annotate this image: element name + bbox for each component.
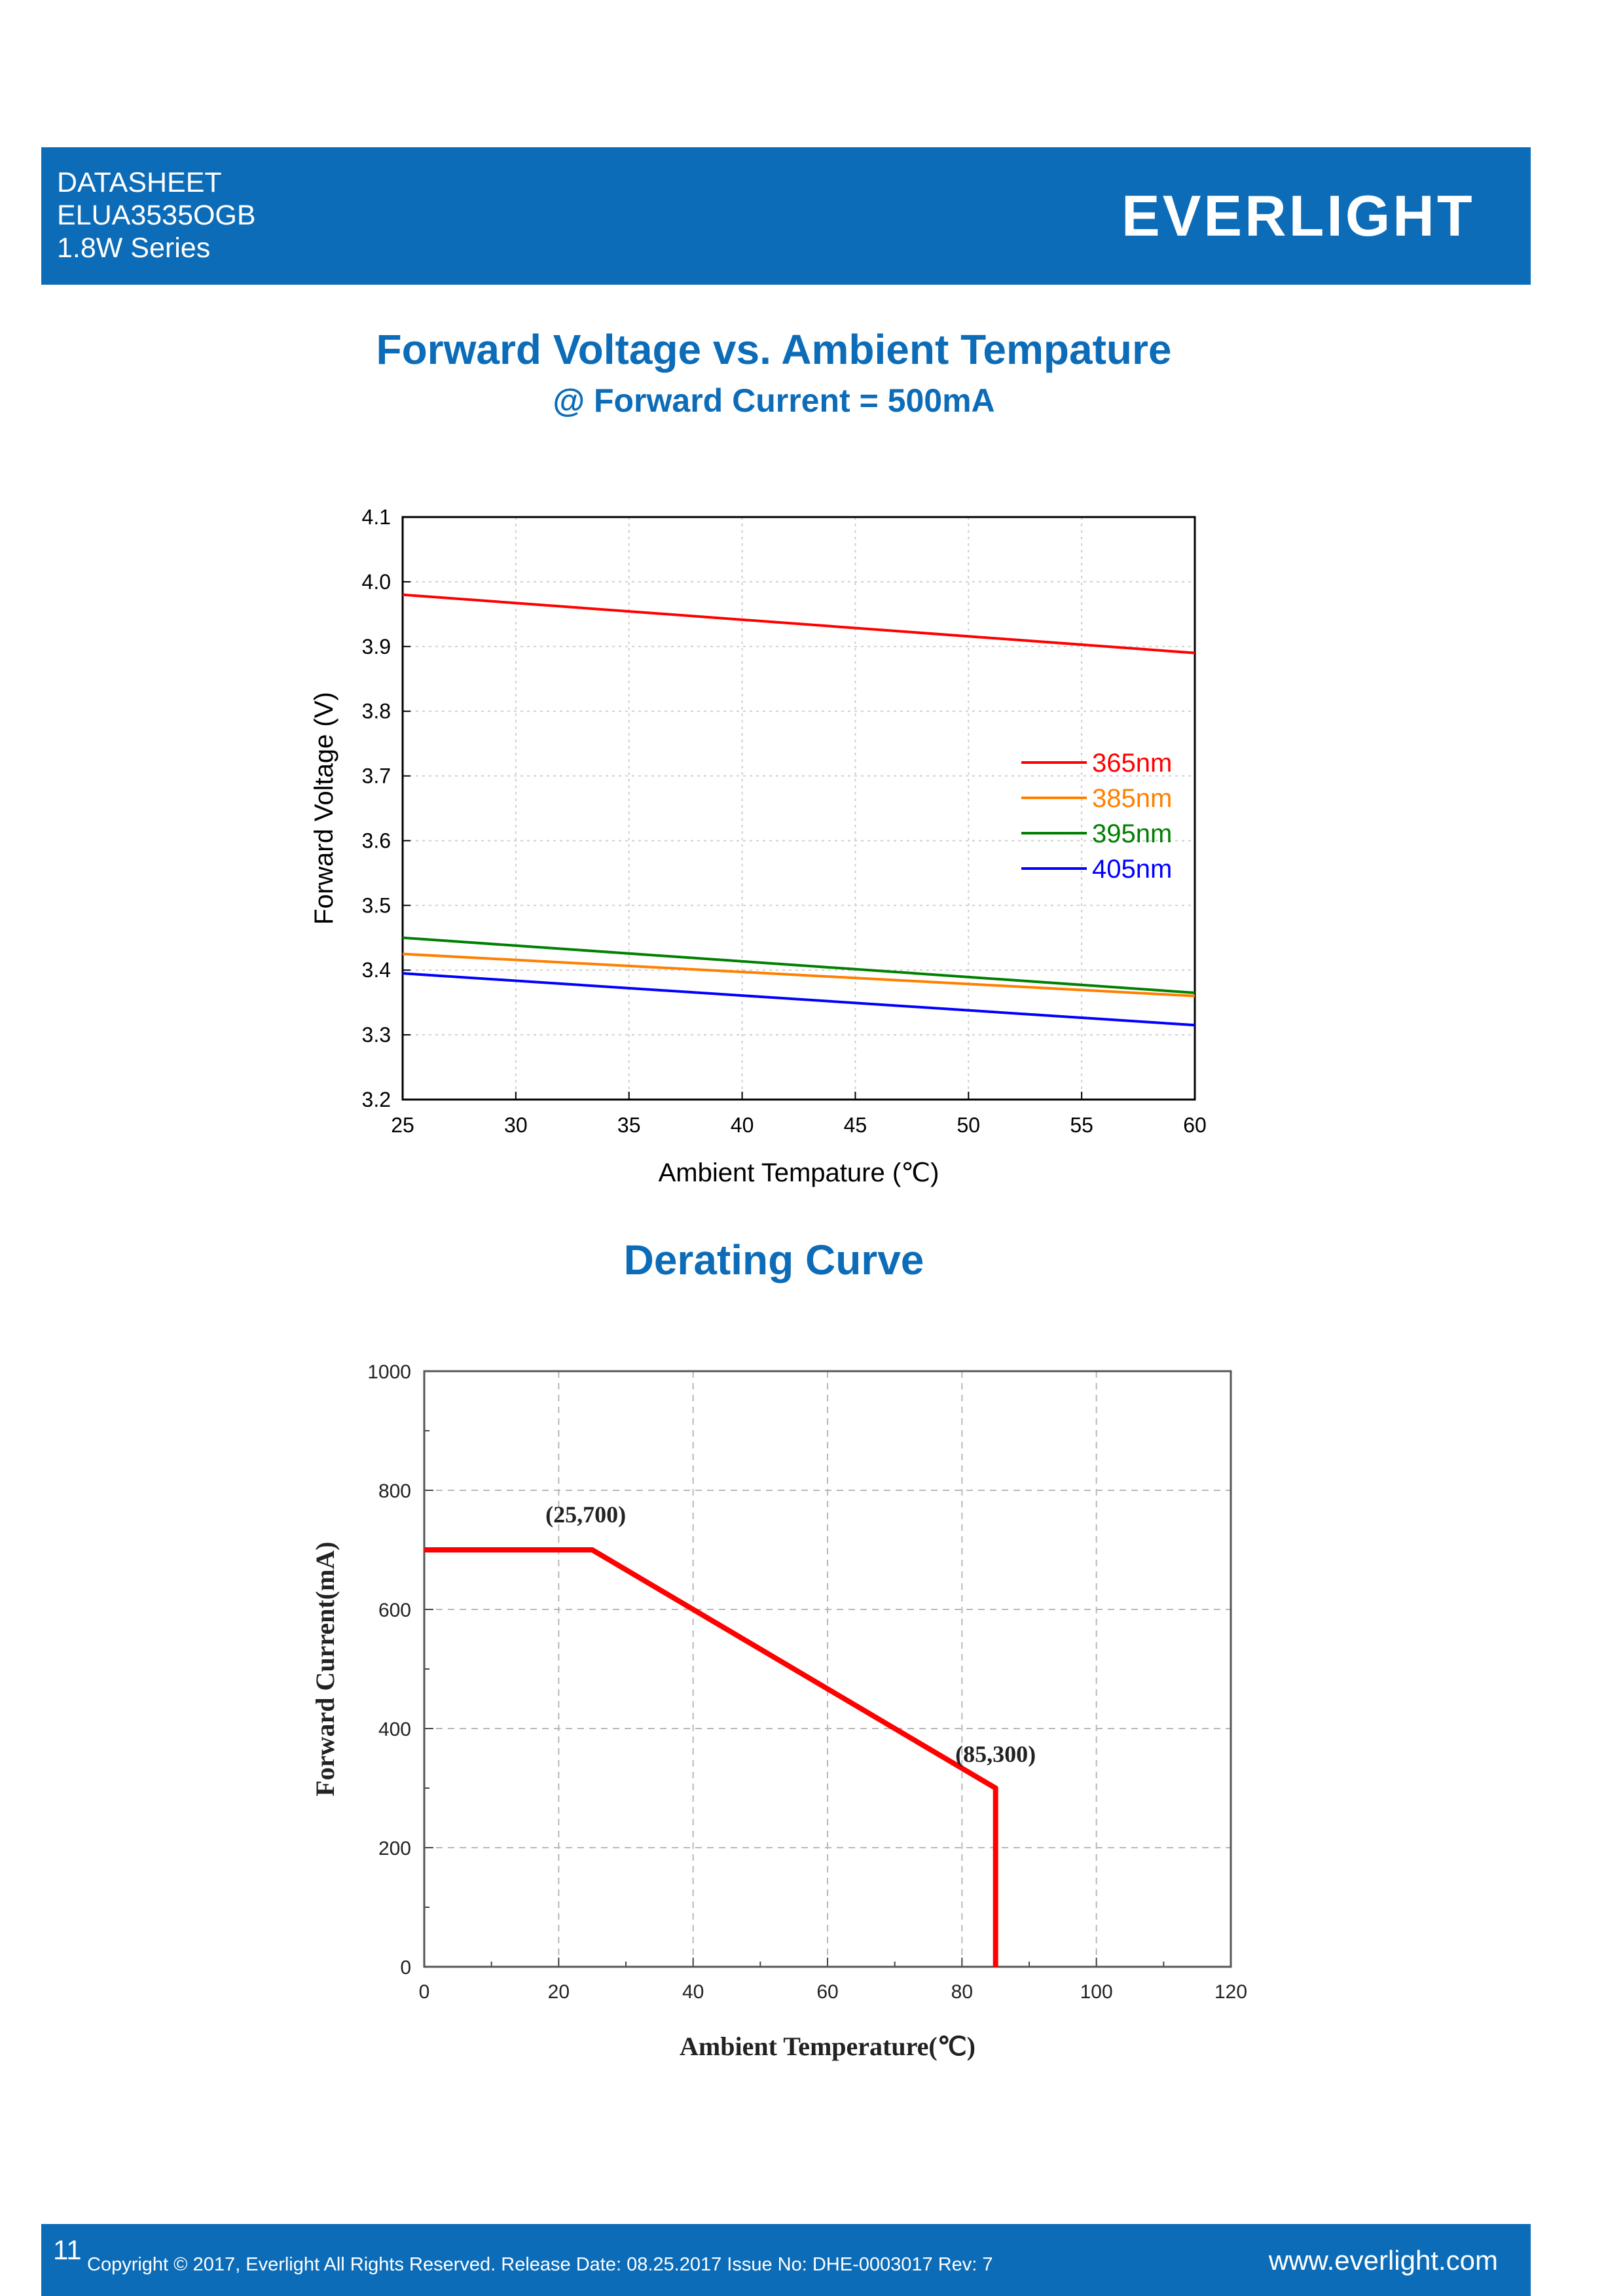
chart2-title: Derating Curve xyxy=(623,1236,924,1283)
y-tick-label: 4.1 xyxy=(362,505,391,529)
doc-type: DATASHEET xyxy=(57,167,222,198)
x-tick-label: 40 xyxy=(731,1113,754,1137)
chart1-title: Forward Voltage vs. Ambient Tempature xyxy=(376,326,1172,373)
plot-frame xyxy=(423,1370,1232,1968)
x-tick-label: 60 xyxy=(1183,1113,1207,1137)
x-axis-label: Ambient Tempature (℃) xyxy=(659,1158,939,1187)
x-tick-label: 20 xyxy=(548,1981,570,2003)
legend-label-405nm: 405nm xyxy=(1092,855,1172,884)
series-line-385nm xyxy=(402,952,1195,997)
y-tick-label: 400 xyxy=(378,1719,411,1740)
y-tick-label: 600 xyxy=(378,1600,411,1621)
x-tick-label: 50 xyxy=(957,1113,980,1137)
y-tick-label: 0 xyxy=(400,1957,411,1979)
copyright-text: Copyright © 2017, Everlight All Rights R… xyxy=(87,2254,993,2275)
legend-label-365nm: 365nm xyxy=(1092,749,1172,778)
forward-voltage-chart: 25 30 35 40 45 50 55 60 3.2 3.3 3.4 3.5 3.6 3.7 3.8 3.9… xyxy=(310,505,1207,1187)
y-tick-label: 1000 xyxy=(367,1361,411,1383)
part-number: ELUA3535OGB xyxy=(57,200,256,231)
series-line-365nm xyxy=(402,593,1195,655)
x-tick-label: 80 xyxy=(951,1981,973,2003)
y-axis-label: Forward Current(mA) xyxy=(310,1541,340,1796)
chart1-subtitle: @ Forward Current = 500mA xyxy=(553,382,995,419)
y-tick-label: 3.3 xyxy=(362,1023,391,1047)
header-bar: DATASHEET ELUA3535OGB 1.8W Series EVERLI… xyxy=(41,147,1531,285)
annotation-label: (25,700) xyxy=(545,1501,626,1528)
x-tick-label: 30 xyxy=(504,1113,528,1137)
x-tick-label: 25 xyxy=(391,1113,414,1137)
x-tick-label: 120 xyxy=(1214,1981,1247,2003)
derating-curve-chart: 0 20 40 60 80 100 120 0 200 400 600 800 1000 (25,700)… xyxy=(310,1361,1247,2061)
brand-wordmark: EVERLIGHT xyxy=(1122,183,1475,248)
y-tick-label: 3.5 xyxy=(362,893,391,917)
y-tick-label: 800 xyxy=(378,1480,411,1502)
x-tick-label: 40 xyxy=(682,1981,704,2003)
plot-frame xyxy=(401,516,1196,1101)
x-tick-label: 100 xyxy=(1080,1981,1113,2003)
y-tick-label: 3.6 xyxy=(362,829,391,852)
y-tick-label: 3.4 xyxy=(362,958,391,982)
series-line-405nm xyxy=(402,972,1195,1027)
x-tick-label: 0 xyxy=(419,1981,430,2003)
derating-line-0 xyxy=(424,1547,998,1967)
x-tick-label: 60 xyxy=(816,1981,838,2003)
y-tick-label: 4.0 xyxy=(362,570,391,594)
everlight-logo: EVERLIGHT xyxy=(1122,183,1475,248)
legend-label-395nm: 395nm xyxy=(1092,819,1172,848)
page-number: 11 xyxy=(53,2234,82,2265)
x-tick-label: 45 xyxy=(844,1113,867,1137)
series-line-395nm xyxy=(402,936,1195,994)
y-tick-label: 3.7 xyxy=(362,764,391,788)
y-axis-label: Forward Voltage (V) xyxy=(310,692,338,925)
y-tick-label: 200 xyxy=(378,1838,411,1859)
website-link[interactable]: www.everlight.com xyxy=(1268,2245,1498,2276)
x-axis-label: Ambient Temperature(℃) xyxy=(680,2032,976,2061)
x-tick-label: 35 xyxy=(617,1113,641,1137)
y-tick-label: 3.9 xyxy=(362,635,391,658)
legend-label-385nm: 385nm xyxy=(1092,784,1172,813)
y-tick-label: 3.2 xyxy=(362,1088,391,1111)
annotation-label: (85,300) xyxy=(955,1741,1036,1767)
series-name: 1.8W Series xyxy=(57,232,211,264)
x-tick-label: 55 xyxy=(1070,1113,1093,1137)
y-tick-label: 3.8 xyxy=(362,700,391,723)
footer-bar: 11 Copyright © 2017, Everlight All Right… xyxy=(41,2224,1531,2296)
